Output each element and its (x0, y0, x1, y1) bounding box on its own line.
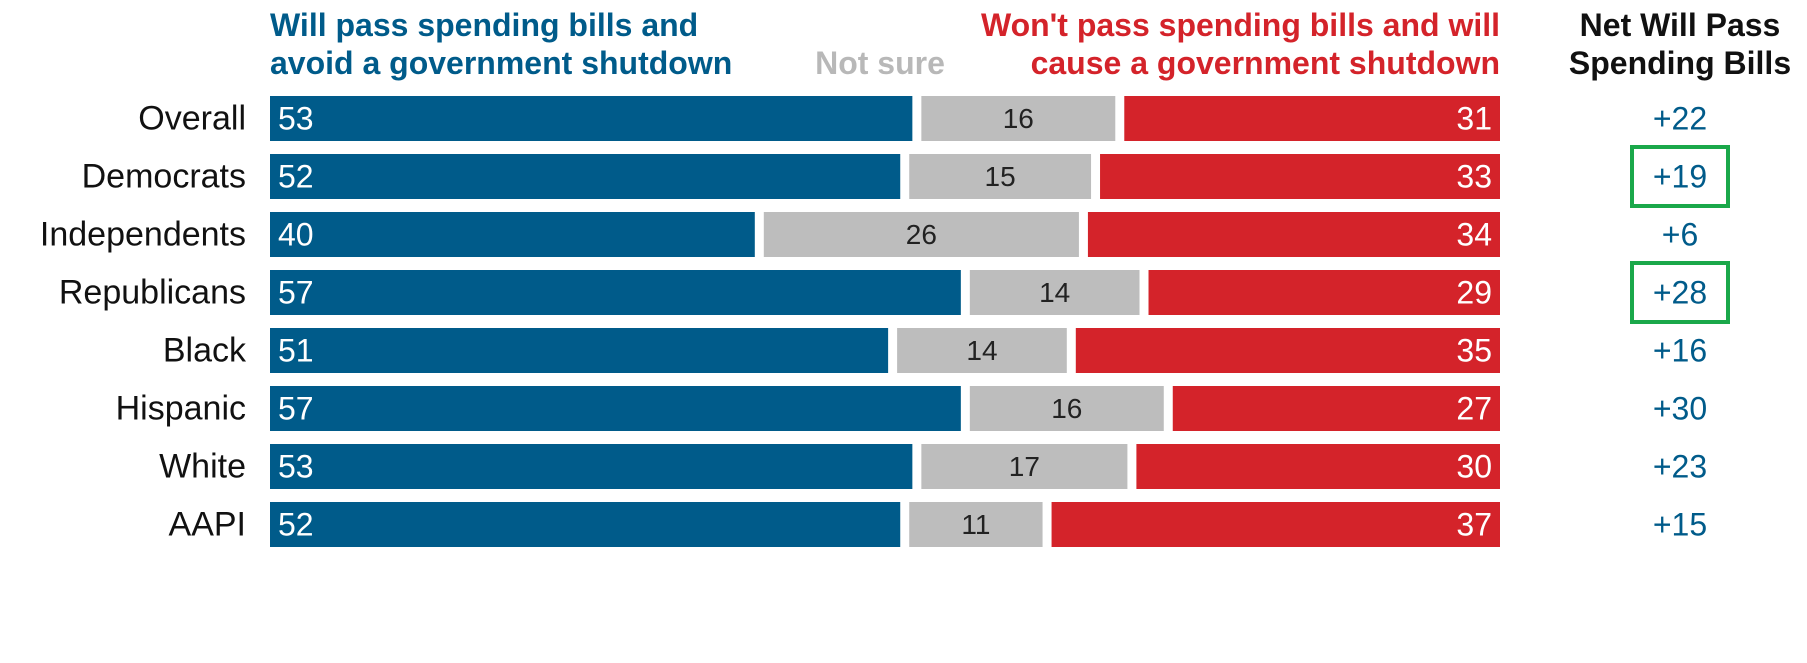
net-value-hispanic: +30 (1653, 391, 1707, 427)
bar-notsure-hispanic (969, 386, 1164, 431)
bar-will-independents (270, 212, 755, 257)
value-label-will-republicans: 57 (278, 275, 314, 311)
category-label-republicans: Republicans (59, 274, 246, 312)
value-label-notsure-black: 14 (966, 335, 997, 366)
net-header-line-2: Spending Bills (1568, 45, 1792, 81)
bar-notsure-republicans (969, 270, 1140, 315)
category-label-democrats: Democrats (82, 158, 246, 196)
value-label-notsure-democrats: 15 (985, 161, 1016, 192)
highlight-box-republicans (1630, 261, 1730, 324)
category-label-aapi: AAPI (169, 506, 246, 544)
category-label-black: Black (163, 332, 247, 370)
highlight-box-democrats (1630, 145, 1730, 208)
bar-wont-aapi (1051, 502, 1500, 547)
value-label-notsure-hispanic: 16 (1051, 393, 1082, 424)
net-value-democrats: +19 (1653, 159, 1707, 195)
legend-will-pass-line-1: Will pass spending bills and (270, 7, 699, 43)
value-label-notsure-republicans: 14 (1039, 277, 1070, 308)
net-value-black: +16 (1653, 333, 1707, 369)
legend-not-sure: Not sure (815, 45, 945, 81)
value-label-notsure-independents: 26 (906, 219, 937, 250)
category-label-white: White (159, 448, 246, 486)
legend-wont-pass-line-1: Won't pass spending bills and will (980, 7, 1500, 43)
value-label-wont-black: 35 (1456, 333, 1492, 369)
value-label-notsure-aapi: 11 (961, 509, 990, 540)
bar-will-overall (270, 96, 913, 141)
bar-will-hispanic (270, 386, 961, 431)
bar-wont-black (1075, 328, 1500, 373)
legend-will-pass-line-2: avoid a government shutdown (270, 45, 733, 81)
net-value-aapi: +15 (1653, 507, 1707, 543)
bar-notsure-democrats (909, 154, 1092, 199)
value-label-wont-aapi: 37 (1456, 507, 1492, 543)
value-label-notsure-overall: 16 (1003, 103, 1034, 134)
net-column-header: Net Will Pass Spending Bills (1540, 6, 1807, 82)
value-label-will-democrats: 52 (278, 159, 314, 195)
value-label-wont-overall: 31 (1456, 101, 1492, 137)
legend-wont-pass-line-2: cause a government shutdown (1030, 45, 1500, 81)
bar-notsure-aapi (909, 502, 1043, 547)
value-label-wont-republicans: 29 (1456, 275, 1492, 311)
value-label-wont-white: 30 (1456, 449, 1492, 485)
net-value-independents: +6 (1662, 217, 1698, 253)
value-label-will-black: 51 (278, 333, 314, 369)
bar-will-republicans (270, 270, 961, 315)
category-label-overall: Overall (138, 100, 246, 138)
bar-wont-democrats (1100, 154, 1500, 199)
bar-notsure-overall (921, 96, 1116, 141)
bar-notsure-black (897, 328, 1067, 373)
bar-will-democrats (270, 154, 901, 199)
net-value-republicans: +28 (1653, 275, 1707, 311)
bar-will-white (270, 444, 913, 489)
net-value-overall: +22 (1653, 101, 1707, 137)
value-label-wont-democrats: 33 (1456, 159, 1492, 195)
value-label-wont-hispanic: 27 (1456, 391, 1492, 427)
legend-will-pass: Will pass spending bills and avoid a gov… (270, 6, 830, 82)
category-label-hispanic: Hispanic (116, 390, 246, 428)
value-label-will-independents: 40 (278, 217, 314, 253)
bar-notsure-independents (763, 212, 1079, 257)
net-value-white: +23 (1653, 449, 1707, 485)
bar-wont-republicans (1148, 270, 1500, 315)
bar-will-aapi (270, 502, 901, 547)
value-label-will-aapi: 52 (278, 507, 314, 543)
value-label-notsure-white: 17 (1009, 451, 1040, 482)
value-label-wont-independents: 34 (1456, 217, 1492, 253)
bar-wont-white (1136, 444, 1500, 489)
net-header-line-1: Net Will Pass (1579, 7, 1781, 43)
legend-wont-pass: Won't pass spending bills and will cause… (920, 6, 1500, 82)
bar-wont-independents (1087, 212, 1500, 257)
bar-wont-overall (1124, 96, 1500, 141)
bar-will-black (270, 328, 889, 373)
value-label-will-white: 53 (278, 449, 314, 485)
bar-wont-hispanic (1172, 386, 1500, 431)
category-label-independents: Independents (40, 216, 246, 254)
value-label-will-overall: 53 (278, 101, 314, 137)
bar-notsure-white (921, 444, 1128, 489)
value-label-will-hispanic: 57 (278, 391, 314, 427)
